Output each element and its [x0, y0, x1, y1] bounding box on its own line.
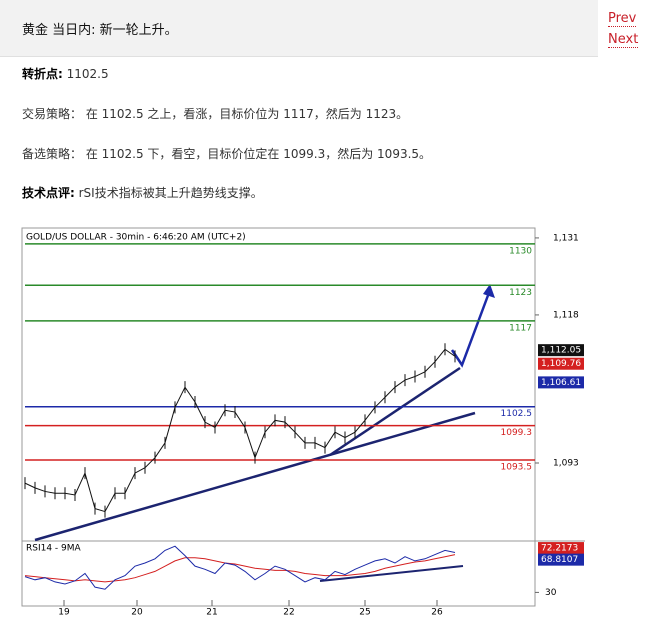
- paragraph: 交易策略： 在 1102.5 之上，看涨，目标价位为 1117，然后为 1123…: [22, 107, 409, 121]
- x-tick-label: 22: [283, 608, 294, 618]
- price-label: 1,112.05: [541, 346, 581, 356]
- chart-title: GOLD/US DOLLAR - 30min - 6:46:20 AM (UTC…: [26, 233, 246, 243]
- paragraph: 转折点: 1102.5: [22, 65, 109, 82]
- paragraph: 技术点评: rSI技术指标被其上升趋势线支撑。: [22, 184, 263, 201]
- x-tick-label: 25: [359, 608, 370, 618]
- level-label: 1102.5: [501, 409, 533, 419]
- price-label-box: [538, 357, 584, 370]
- level-label: 1093.5: [501, 463, 533, 473]
- trend-line: [329, 366, 461, 457]
- text: 1102.5: [62, 67, 109, 81]
- x-tick-label: 26: [431, 608, 443, 618]
- level-label: 1130: [509, 246, 532, 256]
- level-label: 1123: [509, 288, 532, 298]
- arrow-head: [483, 284, 495, 298]
- y-tick-label: 1,118: [553, 310, 579, 320]
- label: 技术点评:: [22, 186, 75, 200]
- next-link[interactable]: Next: [608, 32, 639, 48]
- level-label: 1117: [509, 323, 532, 333]
- y-tick-label: 30: [545, 588, 557, 598]
- rsi-label-box: [538, 553, 584, 566]
- price-label: 1,109.76: [541, 359, 581, 369]
- rsi-line: [24, 545, 456, 590]
- price-label: 1,106.61: [541, 378, 581, 388]
- rsi-title: RSI14 - 9MA: [26, 544, 82, 554]
- level-label: 1099.3: [501, 428, 533, 438]
- price-label-box: [538, 344, 584, 357]
- trend-line: [319, 565, 464, 582]
- prev-link[interactable]: Prev: [608, 11, 637, 27]
- price-line: [24, 348, 456, 513]
- rsi-label: 72.2173: [541, 544, 578, 554]
- y-tick-label: 1,093: [553, 459, 579, 469]
- rsi-label: 68.8107: [541, 555, 578, 565]
- x-tick-label: 21: [206, 608, 217, 618]
- header: 黄金 当日内: 新一轮上升。: [0, 0, 598, 57]
- y-tick-label: 1,131: [553, 233, 579, 243]
- paragraph: 备选策略： 在 1102.5 下，看空，目标价位定在 1099.3，然后为 10…: [22, 147, 432, 161]
- x-tick-label: 19: [58, 608, 70, 618]
- price-label-box: [538, 376, 584, 389]
- label: 转折点:: [22, 67, 63, 81]
- trend-line: [34, 411, 476, 542]
- rsi-label-box: [538, 542, 584, 555]
- arrow: [450, 289, 492, 368]
- title: 黄金 当日内: 新一轮上升。: [22, 23, 178, 38]
- x-tick-label: 20: [131, 608, 143, 618]
- text: rSI技术指标被其上升趋势线支撑。: [74, 186, 263, 200]
- ma-line: [24, 554, 456, 583]
